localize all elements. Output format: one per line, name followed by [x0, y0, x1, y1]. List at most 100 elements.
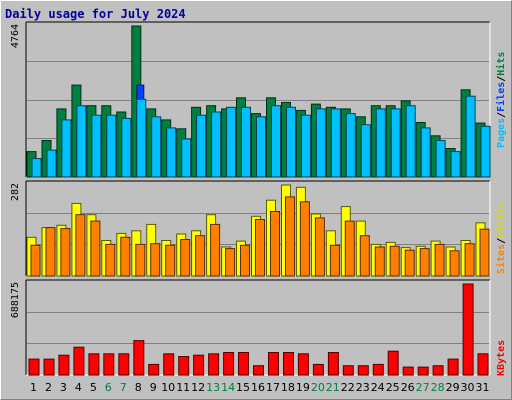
pages-bar — [241, 106, 251, 178]
pages-bar — [300, 114, 311, 178]
kbytes-bar — [58, 354, 70, 376]
day-label: 27 — [416, 381, 430, 394]
pages-bar — [315, 108, 326, 178]
kbytes-bar — [372, 363, 384, 376]
day-label: 28 — [431, 381, 445, 394]
pages-bar — [46, 149, 57, 178]
sites-bar — [329, 244, 340, 277]
sites-bar — [105, 243, 116, 277]
day-label: 10 — [161, 381, 175, 394]
day-label: 30 — [461, 381, 475, 394]
pages-bar — [390, 108, 401, 178]
day-label: 1 — [30, 381, 37, 394]
sites-bar — [359, 235, 370, 277]
sites-bar — [434, 243, 445, 277]
kbytes-bar — [477, 353, 489, 376]
legend-top: Pages/Files/Hits — [495, 52, 507, 148]
pages-bar — [360, 124, 371, 178]
pages-bar — [405, 105, 416, 178]
sites-bar — [255, 219, 265, 277]
day-label: 11 — [176, 381, 190, 394]
kbytes-bar — [387, 350, 399, 376]
sites-bar — [314, 217, 325, 277]
legend-top-sep2: / — [496, 76, 507, 82]
kbytes-bar — [223, 352, 235, 376]
pages-bar — [375, 108, 386, 178]
day-label: 29 — [446, 381, 460, 394]
day-label: 24 — [371, 381, 385, 394]
y-max-label: 282 — [10, 183, 21, 201]
day-label: 7 — [120, 381, 127, 394]
sites-bar — [195, 235, 206, 277]
day-label: 18 — [281, 381, 295, 394]
kbytes-bar — [283, 352, 294, 376]
pages-bar — [480, 125, 491, 178]
sites-bar — [75, 214, 86, 277]
y-max-label: 688175 — [10, 282, 21, 318]
kbytes-bar — [208, 353, 220, 376]
kbytes-bar — [417, 366, 429, 376]
sites-bar — [419, 248, 430, 277]
kbytes-bar — [253, 365, 264, 376]
pages-bar — [91, 114, 102, 178]
kbytes-bar — [73, 346, 85, 376]
pages-bar — [31, 158, 42, 178]
kbytes-bar — [178, 356, 190, 376]
kbytes-bar — [297, 353, 309, 376]
sites-bar — [374, 246, 385, 277]
day-label: 16 — [251, 381, 265, 394]
kbytes-bar — [163, 353, 175, 376]
kbytes-bar — [447, 358, 459, 376]
day-label: 25 — [386, 381, 400, 394]
sites-bar — [479, 228, 490, 277]
day-label: 5 — [90, 381, 97, 394]
day-label: 15 — [236, 381, 250, 394]
kbytes-bar — [462, 283, 474, 376]
pages-bar — [76, 105, 87, 178]
kbytes-bar — [238, 352, 249, 376]
sites-bar — [150, 243, 161, 277]
pages-bar — [330, 108, 341, 178]
pages-bar — [271, 105, 281, 178]
y-max-label: 4764 — [10, 24, 21, 48]
day-label: 31 — [476, 381, 490, 394]
legend-mid-sites: Sites — [495, 244, 507, 274]
sites-bar — [449, 250, 460, 277]
kbytes-bar — [88, 353, 100, 376]
kbytes-bar — [402, 366, 414, 376]
day-label: 13 — [206, 381, 220, 394]
day-label: 23 — [356, 381, 370, 394]
sites-bar — [120, 236, 131, 277]
sites-bar — [270, 211, 280, 277]
kbytes-bar — [148, 363, 160, 376]
sites-bar — [45, 227, 56, 277]
day-label: 20 — [311, 381, 325, 394]
legend-top-sep: / — [496, 112, 507, 118]
day-label: 19 — [296, 381, 310, 394]
pages-bar — [106, 114, 117, 178]
pages-bar — [151, 116, 162, 178]
sites-bar — [135, 243, 146, 277]
kbytes-bar — [357, 365, 369, 376]
legend-mid: Sites/Visits — [495, 202, 507, 274]
sites-bar — [389, 245, 400, 277]
legend-mid-sep: / — [496, 238, 507, 244]
legend-top-hits: Hits — [495, 52, 507, 76]
day-label: 14 — [221, 381, 235, 394]
day-label: 6 — [105, 381, 112, 394]
sites-bar — [285, 196, 295, 277]
sites-bar — [240, 244, 250, 277]
pages-bar — [465, 95, 476, 178]
day-label: 9 — [150, 381, 157, 394]
kbytes-bar — [28, 358, 40, 376]
sites-bar — [404, 249, 415, 277]
day-label: 21 — [326, 381, 340, 394]
sites-bar — [299, 201, 310, 277]
sites-bar — [60, 228, 71, 277]
day-label: 22 — [341, 381, 355, 394]
day-label: 2 — [45, 381, 52, 394]
kbytes-bar — [193, 354, 205, 376]
kbytes-bar — [103, 353, 115, 376]
sites-bar — [180, 239, 191, 277]
